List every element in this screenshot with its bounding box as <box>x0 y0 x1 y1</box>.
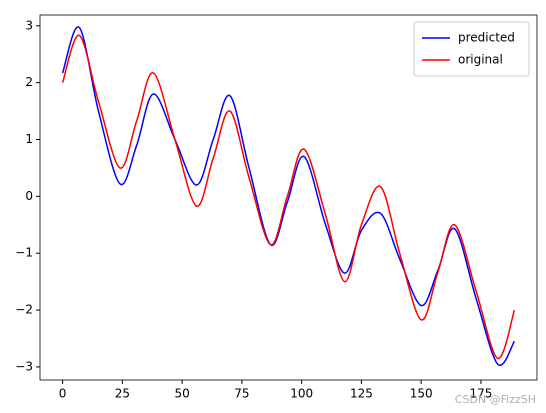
y-tick-label: −3 <box>15 359 33 373</box>
legend-box <box>413 21 530 77</box>
y-tick-label: 3 <box>25 18 33 32</box>
x-tick-label: 100 <box>290 387 313 401</box>
line-series <box>61 26 516 367</box>
y-tick-label: 1 <box>25 132 33 146</box>
x-tick-label: 25 <box>115 387 130 401</box>
line-series <box>61 34 516 360</box>
x-tick-label: 150 <box>410 387 433 401</box>
y-tick-label: 2 <box>25 75 33 89</box>
legend: predicted original <box>413 21 530 77</box>
x-tick-label: 175 <box>469 387 492 401</box>
legend-label: original <box>458 53 503 67</box>
watermark: CSDN @FizzSH <box>455 393 536 406</box>
y-tick-label: 0 <box>25 189 33 203</box>
x-tick-label: 0 <box>59 387 67 401</box>
y-tick-label: −2 <box>15 303 33 317</box>
x-tick-label: 75 <box>234 387 249 401</box>
x-tick-label: 125 <box>350 387 373 401</box>
x-tick-label: 50 <box>174 387 189 401</box>
legend-label: predicted <box>458 31 515 45</box>
y-tick-label: −1 <box>15 246 33 260</box>
plot-frame <box>39 14 538 381</box>
